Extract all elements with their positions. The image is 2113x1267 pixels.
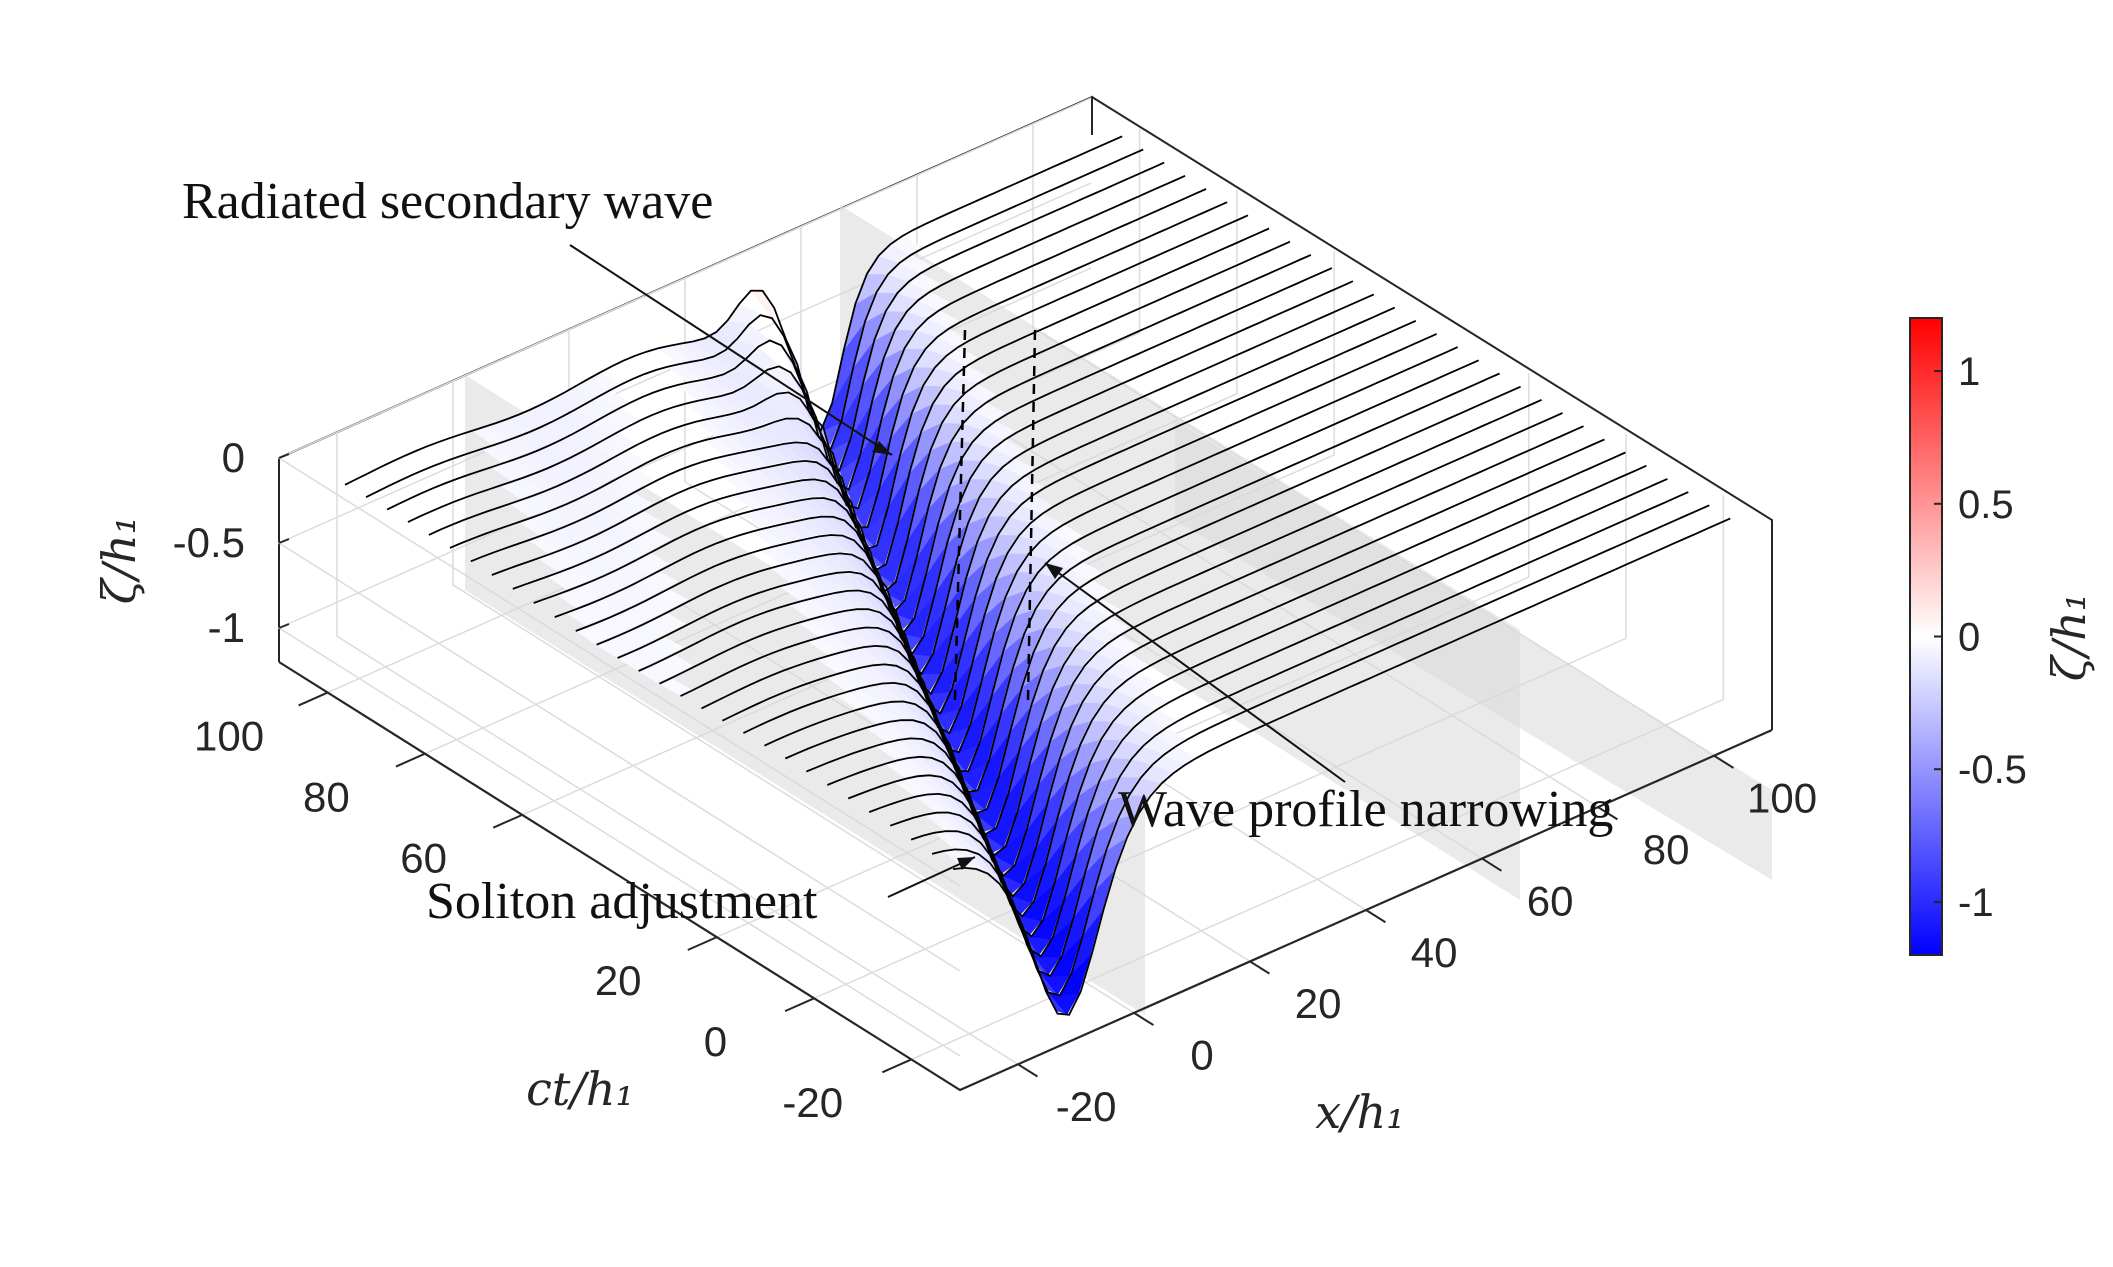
t-tick-label: -20	[782, 1079, 843, 1126]
t-tick-mark	[395, 752, 426, 768]
t-tick-label: 100	[194, 712, 264, 759]
t-tick-mark	[492, 813, 523, 829]
wave-profile-line	[491, 227, 1270, 576]
x-tick-mark	[1133, 1012, 1154, 1026]
wave-profile-line	[764, 398, 1542, 836]
x-tick-label: 100	[1747, 775, 1817, 822]
trough-marker-dashed	[1026, 329, 1037, 701]
z-tick-mark	[278, 623, 290, 629]
wave-profile-line	[722, 372, 1500, 794]
wave-profile-line	[596, 293, 1375, 676]
wave-profile-line	[910, 491, 1689, 978]
x-tick-mark	[1713, 754, 1734, 769]
wave-surface	[471, 235, 1196, 1015]
t-tick-mark	[298, 691, 329, 707]
wave-profile-line	[953, 517, 1731, 1016]
colorbar: 1 0.5 0 -0.5 -1 ζ/h₁	[1909, 317, 2096, 956]
colorbar-tick-label: 0	[1958, 616, 1980, 660]
grid-line-t	[911, 495, 1725, 1061]
t-tick-label: 80	[303, 773, 350, 820]
wave-profile-line	[638, 319, 1417, 715]
x-tick-label: 80	[1643, 826, 1690, 873]
z-tick-label: -1	[208, 604, 245, 651]
x-tick-mark	[1597, 806, 1618, 821]
wave-profile-line	[617, 306, 1396, 696]
x-tick-label: 40	[1411, 929, 1458, 976]
annotation-wave-profile-narrowing: Wave profile narrowing	[1118, 781, 1613, 838]
x-tick-mark	[1481, 857, 1502, 872]
annotation-arrowhead-radiated	[872, 441, 892, 455]
wave-profile-line	[344, 135, 1123, 486]
axis-ticks: -20 0 20 40 60 80 100 -20 0 20 60 80 100 0 -0.5 -1	[173, 434, 1818, 1130]
wave-profile-line	[680, 346, 1459, 754]
gray-plane	[840, 205, 1520, 900]
z-tick-label: 0	[222, 434, 245, 481]
annotation-arrow-narrowing	[1044, 562, 1346, 783]
colorbar-tick-label: -1	[1958, 881, 1994, 925]
wave-profile-line	[386, 161, 1165, 511]
wave-profile-line	[701, 359, 1480, 773]
colorbar-tick-label: -0.5	[1958, 748, 2027, 792]
wave-profile-line	[428, 188, 1207, 536]
wave-profile-line	[554, 267, 1333, 636]
colorbar-tick-label: 1	[1958, 350, 1980, 394]
t-tick-mark	[784, 997, 815, 1013]
x-tick-mark	[1249, 960, 1270, 975]
annotation-radiated-secondary-wave: Radiated secondary wave	[182, 173, 713, 230]
annotation-arrow-radiated	[569, 244, 893, 456]
wave-profile-line	[826, 438, 1605, 898]
t-tick-label: 20	[595, 957, 642, 1004]
x-tick-mark	[1017, 1063, 1038, 1078]
wave-profile-line	[743, 385, 1521, 815]
wave-profile-line	[512, 240, 1291, 594]
x-tick-label: 20	[1295, 980, 1342, 1027]
t-tick-label: 0	[704, 1018, 727, 1065]
x-tick-label: 0	[1190, 1032, 1213, 1079]
wave-profile-line	[533, 254, 1312, 615]
x-tick-mark	[1365, 909, 1386, 924]
wave-profile-line	[575, 280, 1354, 656]
colorbar-tick-label: 0.5	[1958, 483, 2014, 527]
t-axis-label: ct/h₁	[526, 1062, 634, 1116]
z-axis-label: ζ/h₁	[92, 516, 146, 605]
wave-profiles	[344, 135, 1731, 1016]
x-tick-label: -20	[1056, 1083, 1117, 1130]
wave-profile-line	[407, 174, 1186, 523]
x-axis-label: x/h₁	[1315, 1085, 1405, 1139]
t-tick-label: 60	[400, 835, 447, 882]
wave-profile-line	[470, 214, 1249, 563]
wave-profile-line	[805, 425, 1584, 878]
gray-plane	[1175, 420, 1772, 880]
colorbar-ticks: 1 0.5 0 -0.5 -1	[1934, 350, 2027, 925]
z-tick-mark	[278, 453, 290, 459]
wave-profile-line	[365, 148, 1144, 499]
annotation-arrowhead-soliton	[957, 857, 975, 870]
wave-profile-line	[784, 412, 1563, 857]
grid-line-x	[452, 380, 1135, 1014]
colorbar-label: ζ/h₁	[2042, 593, 2096, 682]
annotations: Radiated secondary wave Wave profile nar…	[182, 173, 1613, 930]
z-tick-label: -0.5	[173, 519, 245, 566]
annotation-soliton-adjustment: Soliton adjustment	[426, 873, 818, 930]
annotation-arrowhead-narrowing	[1045, 563, 1063, 579]
z-tick-mark	[278, 538, 290, 544]
wave-profile-line	[659, 333, 1438, 735]
t-tick-mark	[687, 936, 718, 951]
grid-line-x	[336, 432, 1019, 1065]
axes-box-front	[278, 661, 1773, 1092]
x-tick-label: 60	[1527, 877, 1574, 924]
wave-profile-line	[847, 451, 1626, 918]
trough-marker-dashed	[953, 329, 967, 701]
wave-profile-line	[931, 504, 1710, 997]
t-tick-mark	[881, 1058, 912, 1074]
